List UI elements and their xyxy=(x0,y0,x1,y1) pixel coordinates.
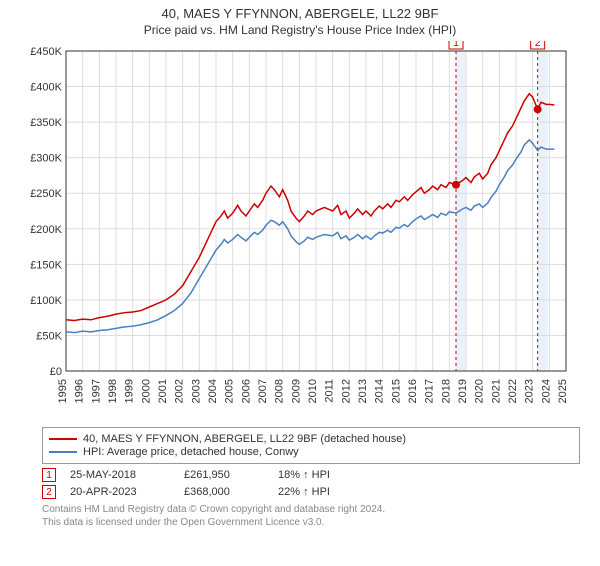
svg-text:1997: 1997 xyxy=(90,379,102,403)
svg-text:2016: 2016 xyxy=(407,379,419,403)
transaction-marker: 2 xyxy=(42,485,56,499)
svg-text:£0: £0 xyxy=(50,366,62,378)
chart-subtitle: Price paid vs. HM Land Registry's House … xyxy=(0,23,600,37)
svg-text:2008: 2008 xyxy=(274,379,286,403)
chart-title: 40, MAES Y FFYNNON, ABERGELE, LL22 9BF xyxy=(0,6,600,21)
svg-text:2006: 2006 xyxy=(240,379,252,403)
svg-text:1995: 1995 xyxy=(57,379,69,403)
legend-swatch xyxy=(49,451,77,453)
svg-text:2013: 2013 xyxy=(357,379,369,403)
svg-text:2: 2 xyxy=(535,41,541,49)
svg-text:2001: 2001 xyxy=(157,379,169,403)
svg-text:1996: 1996 xyxy=(74,379,86,403)
transaction-row: 1 25-MAY-2018 £261,950 18% ↑ HPI xyxy=(42,468,580,482)
svg-text:2025: 2025 xyxy=(557,379,569,403)
legend-item: HPI: Average price, detached house, Conw… xyxy=(49,446,573,458)
svg-text:£50K: £50K xyxy=(36,330,62,342)
svg-text:2020: 2020 xyxy=(474,379,486,403)
transaction-pct: 18% ↑ HPI xyxy=(278,469,368,481)
svg-text:2009: 2009 xyxy=(290,379,302,403)
chart-area: £0 £50K £100K £150K £200K £250K £300K £350K £400… xyxy=(20,41,580,421)
footer: Contains HM Land Registry data © Crown c… xyxy=(42,503,580,529)
svg-text:2024: 2024 xyxy=(540,379,552,403)
svg-text:£100K: £100K xyxy=(30,295,62,307)
transaction-date: 20-APR-2023 xyxy=(70,486,170,498)
svg-text:2022: 2022 xyxy=(507,379,519,403)
legend-swatch xyxy=(49,438,77,440)
transaction-list: 1 25-MAY-2018 £261,950 18% ↑ HPI 2 20-AP… xyxy=(42,468,580,499)
footer-line: Contains HM Land Registry data © Crown c… xyxy=(42,503,580,516)
svg-text:2010: 2010 xyxy=(307,379,319,403)
transaction-pct: 22% ↑ HPI xyxy=(278,486,368,498)
legend-label: 40, MAES Y FFYNNON, ABERGELE, LL22 9BF (… xyxy=(83,433,406,445)
svg-text:2021: 2021 xyxy=(490,379,502,403)
svg-text:1999: 1999 xyxy=(124,379,136,403)
svg-text:2004: 2004 xyxy=(207,379,219,403)
transaction-price: £368,000 xyxy=(184,486,264,498)
transaction-price: £261,950 xyxy=(184,469,264,481)
svg-text:2023: 2023 xyxy=(524,379,536,403)
transaction-marker: 1 xyxy=(42,468,56,482)
svg-text:2018: 2018 xyxy=(440,379,452,403)
svg-text:2017: 2017 xyxy=(424,379,436,403)
svg-text:2011: 2011 xyxy=(324,379,336,403)
svg-text:£300K: £300K xyxy=(30,153,62,165)
svg-text:£400K: £400K xyxy=(30,82,62,94)
svg-text:2002: 2002 xyxy=(174,379,186,403)
svg-text:£350K: £350K xyxy=(30,117,62,129)
legend-item: 40, MAES Y FFYNNON, ABERGELE, LL22 9BF (… xyxy=(49,433,573,445)
svg-text:1: 1 xyxy=(453,41,459,49)
svg-text:2003: 2003 xyxy=(190,379,202,403)
svg-text:2012: 2012 xyxy=(340,379,352,403)
footer-line: This data is licensed under the Open Gov… xyxy=(42,516,580,529)
svg-text:2000: 2000 xyxy=(140,379,152,403)
legend: 40, MAES Y FFYNNON, ABERGELE, LL22 9BF (… xyxy=(42,427,580,464)
line-chart-svg: £0 £50K £100K £150K £200K £250K £300K £350K £400… xyxy=(20,41,580,421)
svg-text:2005: 2005 xyxy=(224,379,236,403)
legend-label: HPI: Average price, detached house, Conw… xyxy=(83,446,299,458)
svg-text:£150K: £150K xyxy=(30,259,62,271)
svg-text:1998: 1998 xyxy=(107,379,119,403)
svg-text:£250K: £250K xyxy=(30,188,62,200)
svg-text:£200K: £200K xyxy=(30,224,62,236)
transaction-date: 25-MAY-2018 xyxy=(70,469,170,481)
svg-text:2007: 2007 xyxy=(257,379,269,403)
svg-text:2019: 2019 xyxy=(457,379,469,403)
svg-text:2014: 2014 xyxy=(374,379,386,403)
svg-text:£450K: £450K xyxy=(30,46,62,58)
svg-text:2015: 2015 xyxy=(390,379,402,403)
transaction-row: 2 20-APR-2023 £368,000 22% ↑ HPI xyxy=(42,485,580,499)
